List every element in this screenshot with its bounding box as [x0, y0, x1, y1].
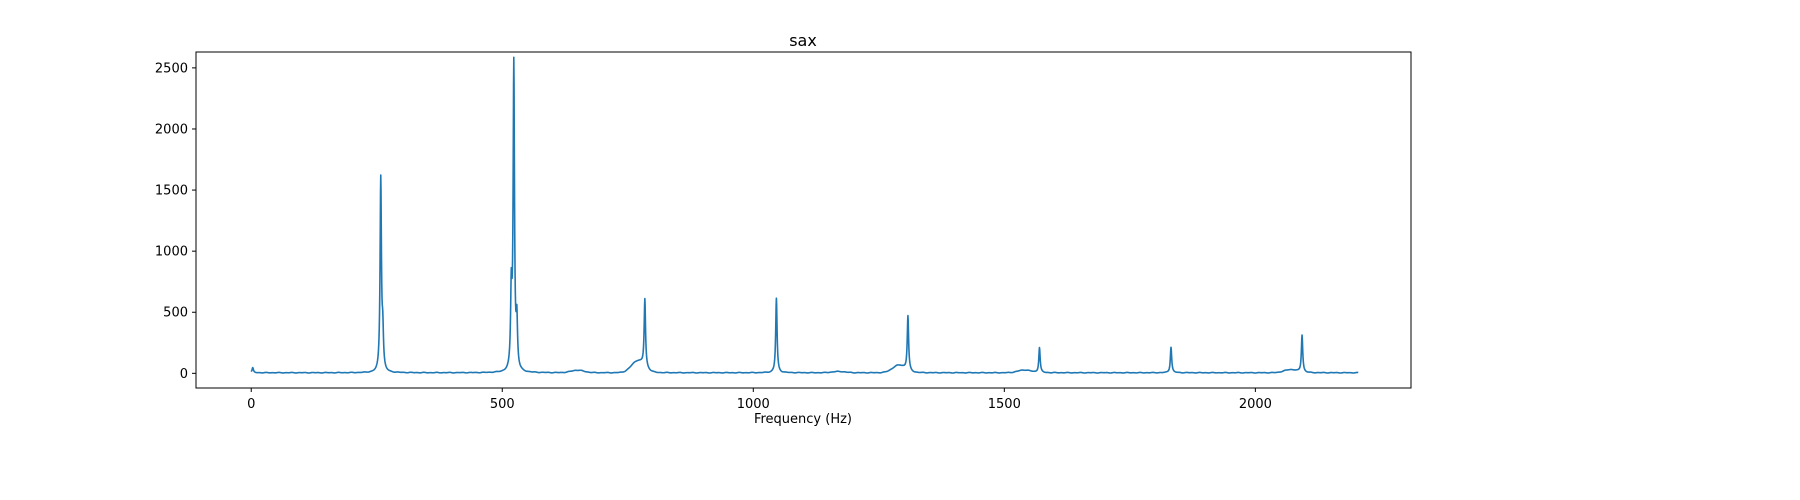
x-axis: 0 500 1000 1500 2000 [247, 388, 1272, 412]
plot-area [250, 56, 1359, 374]
x-tick-label: 1000 [737, 397, 770, 412]
x-axis-label: Frequency (Hz) [754, 412, 852, 427]
y-tick-label: 1000 [155, 245, 188, 260]
y-tick-label: 0 [180, 367, 188, 382]
y-tick-label: 2500 [155, 61, 188, 76]
x-tick-label: 0 [247, 397, 255, 412]
x-tick-label: 2000 [1239, 397, 1272, 412]
y-tick-label: 2000 [155, 122, 188, 137]
axes-frame [195, 51, 1412, 389]
series-line [250, 56, 1359, 374]
chart-title: sax [789, 31, 817, 50]
x-tick-label: 500 [490, 397, 515, 412]
y-axis: 0 500 1000 1500 2000 2500 [155, 61, 196, 382]
y-tick-label: 1500 [155, 184, 188, 199]
y-tick-label: 500 [163, 306, 188, 321]
x-tick-label: 1500 [988, 397, 1021, 412]
